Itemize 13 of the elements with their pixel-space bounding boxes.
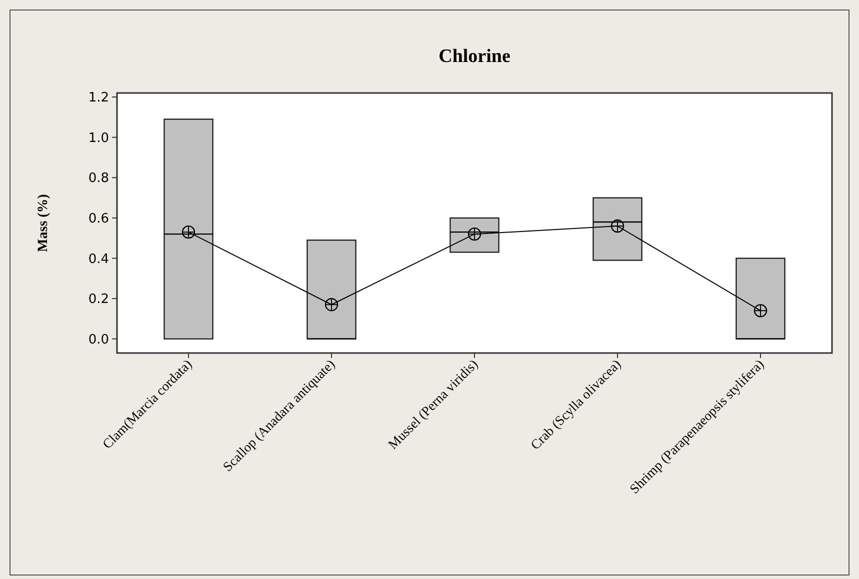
- y-tick-label: 0.8: [88, 171, 109, 186]
- y-tick-label: 0.2: [88, 292, 109, 308]
- y-tick-label: 0.4: [88, 252, 109, 267]
- point: [754, 304, 768, 318]
- point: [324, 298, 338, 312]
- y-tick-label: 1.2: [88, 90, 109, 106]
- y-tick-label: 1.0: [88, 130, 109, 146]
- point: [182, 225, 196, 239]
- y-tick-label: 0.6: [88, 212, 109, 227]
- point: [610, 219, 624, 233]
- y-tick-label: 0.0: [88, 332, 109, 348]
- chart-title: Chlorine: [438, 46, 510, 67]
- y-axis-title: Mass (%): [36, 194, 51, 252]
